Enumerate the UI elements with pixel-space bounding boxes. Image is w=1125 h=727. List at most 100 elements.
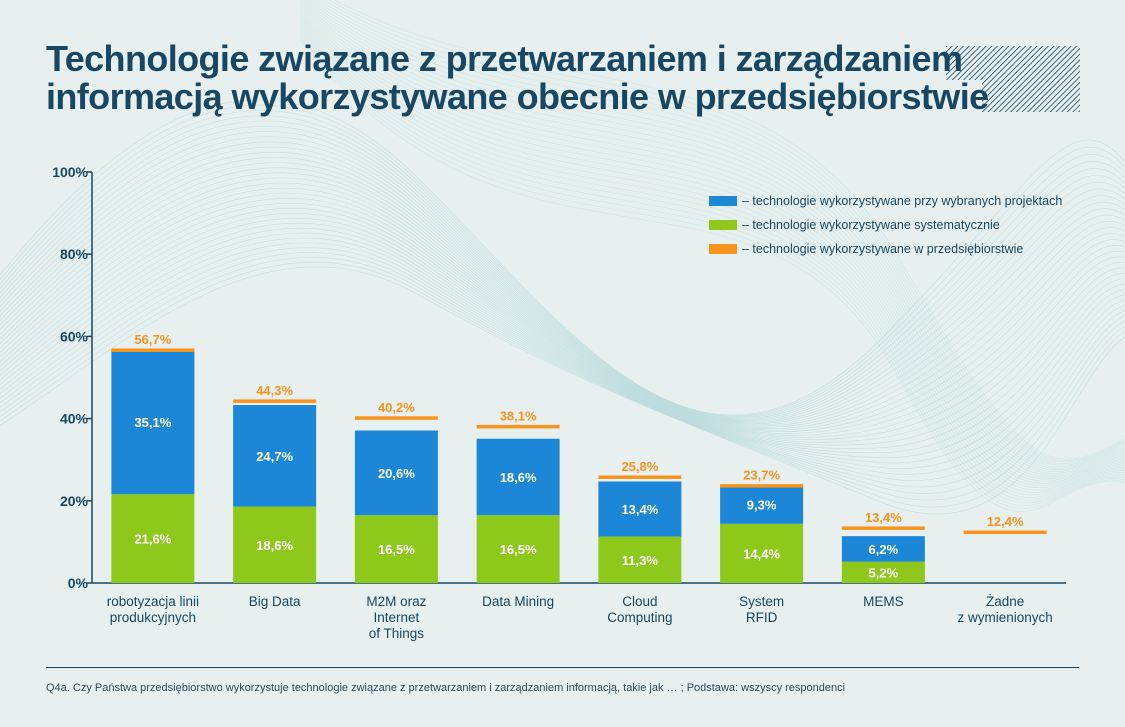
wave-line xyxy=(299,10,1125,482)
wave-line xyxy=(0,232,1125,469)
wave-line xyxy=(299,32,1125,504)
wave-line xyxy=(0,125,1125,420)
bar-systematic xyxy=(233,506,317,583)
wave-line xyxy=(0,227,1125,464)
wave-line xyxy=(0,131,1125,421)
total-label: 23,7% xyxy=(743,468,780,483)
wave-line xyxy=(0,237,1125,475)
bar-systematic xyxy=(720,523,804,583)
wave-line xyxy=(0,162,1125,428)
wave-line xyxy=(299,18,1125,488)
bar-projects xyxy=(598,481,682,537)
wave-line xyxy=(0,252,1125,494)
bar-systematic xyxy=(354,515,438,583)
bar-systematic xyxy=(476,515,560,583)
wave-line xyxy=(0,157,1125,427)
wave-line xyxy=(299,39,1125,512)
wave-line xyxy=(0,257,1125,501)
wave-line xyxy=(0,177,1125,433)
wave-line xyxy=(299,8,1125,480)
y-tick-label: 20% xyxy=(60,493,89,509)
y-tick-label: 100% xyxy=(52,164,88,180)
total-marker xyxy=(841,526,925,530)
bar-systematic-label: 16,5% xyxy=(378,542,415,557)
bar-projects xyxy=(841,536,925,562)
wave-line xyxy=(299,37,1125,509)
wave-line xyxy=(307,0,1125,469)
wave-line xyxy=(0,182,1125,434)
category-label: robotyzacja linii xyxy=(107,594,199,609)
wave-line xyxy=(299,20,1125,491)
wave-line xyxy=(0,242,1125,481)
bar-systematic xyxy=(111,494,195,583)
wave-line xyxy=(299,22,1125,493)
category-label: System xyxy=(739,594,784,609)
bar-systematic-label: 5,2% xyxy=(869,565,899,580)
footnote: Q4a. Czy Państwa przedsiębiorstwo wykorz… xyxy=(46,682,846,694)
legend-label: – technologie wykorzystywane przy wybran… xyxy=(742,194,1062,208)
wave-line xyxy=(0,136,1125,422)
wave-line xyxy=(0,115,1125,418)
category-label: Data Mining xyxy=(482,594,554,609)
hatch-shape xyxy=(946,46,1080,112)
bar-projects xyxy=(233,405,317,507)
category-label: z wymienionych xyxy=(957,610,1052,625)
total-marker xyxy=(233,399,317,403)
legend-label: – technologie wykorzystywane w przedsięb… xyxy=(742,242,1023,256)
total-label: 12,4% xyxy=(987,514,1024,529)
legend-label: – technologie wykorzystywane systematycz… xyxy=(742,218,1000,232)
total-label: 44,3% xyxy=(256,383,293,398)
category-label: Big Data xyxy=(249,594,301,609)
bar-projects xyxy=(354,430,438,516)
bar-projects-label: 24,7% xyxy=(256,449,293,464)
bar-projects-label: 20,6% xyxy=(378,466,415,481)
wave-line xyxy=(0,197,1125,441)
total-marker xyxy=(963,530,1047,535)
bar-systematic xyxy=(841,561,925,583)
total-label: 38,1% xyxy=(500,408,537,423)
category-label: Computing xyxy=(607,610,672,625)
total-label: 40,2% xyxy=(378,400,415,415)
wave-line xyxy=(299,13,1125,484)
category-label: RFID xyxy=(746,610,778,625)
wave-line xyxy=(299,3,1125,476)
bar-projects-label: 18,6% xyxy=(500,470,537,485)
wave-line xyxy=(0,104,1125,417)
wave-line xyxy=(0,192,1125,438)
wave-line xyxy=(328,0,1125,461)
wave-line xyxy=(0,266,1125,515)
wave-line xyxy=(299,1,1125,474)
total-label: 25,8% xyxy=(621,459,658,474)
bar-projects xyxy=(720,485,804,524)
legend-swatch xyxy=(709,220,737,230)
wave-line xyxy=(0,167,1125,429)
total-marker xyxy=(598,475,682,479)
wave-line xyxy=(323,0,1125,463)
wave-line xyxy=(0,247,1125,488)
wave-line xyxy=(314,0,1125,466)
decorative-hatch-graphic xyxy=(946,46,1080,112)
wave-line xyxy=(299,15,1125,486)
category-label: MEMS xyxy=(863,594,904,609)
chart-title-line-2: informacją wykorzystywane obecnie w prze… xyxy=(46,76,989,117)
wave-line xyxy=(300,0,1125,472)
total-marker xyxy=(111,348,195,352)
category-label: Cloud xyxy=(622,594,657,609)
total-marker xyxy=(720,484,804,488)
bar-systematic-label: 11,3% xyxy=(622,553,659,568)
bar-projects xyxy=(111,349,195,495)
bar-systematic xyxy=(598,536,682,583)
wave-line xyxy=(0,172,1125,431)
bar-projects-label: 6,2% xyxy=(869,542,899,557)
wave-line xyxy=(0,213,1125,449)
total-label: 13,4% xyxy=(865,510,902,525)
total-label: 56,7% xyxy=(134,332,171,347)
bar-projects-label: 35,1% xyxy=(134,415,171,430)
wave-line xyxy=(0,120,1125,419)
y-tick-label: 40% xyxy=(60,411,89,427)
legend-swatch xyxy=(709,196,737,206)
category-label: Internet xyxy=(373,610,419,625)
wave-line xyxy=(0,202,1125,443)
wave-line xyxy=(0,110,1125,418)
